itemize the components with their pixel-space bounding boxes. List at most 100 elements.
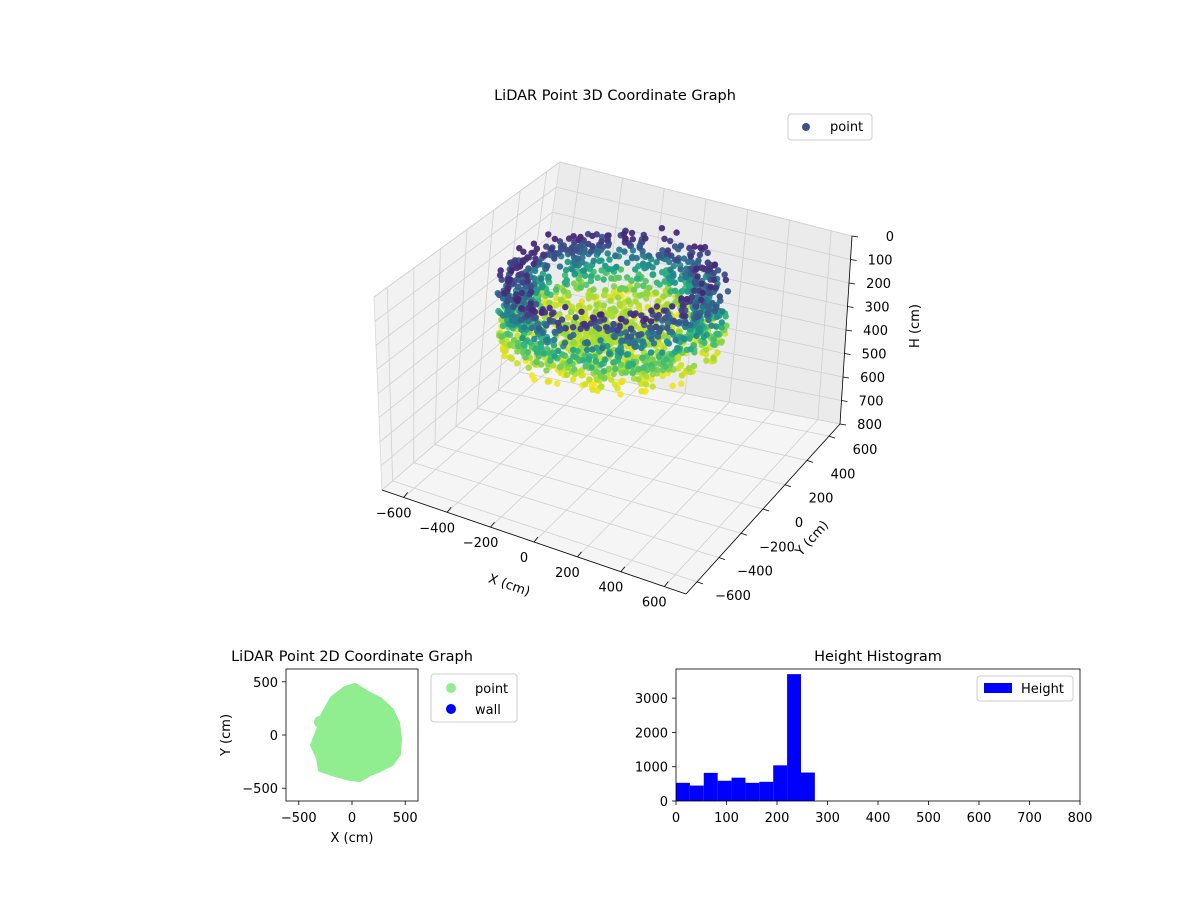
point-3d: [640, 364, 647, 371]
y-tick-label-2d: −500: [242, 782, 278, 797]
z-tick-3d: [842, 376, 850, 379]
point-3d: [691, 287, 698, 294]
chart-2d-title: LiDAR Point 2D Coordinate Graph: [231, 649, 473, 665]
point-3d: [714, 349, 721, 356]
point-3d: [648, 307, 655, 314]
point-3d: [664, 324, 671, 332]
point-3d: [582, 363, 589, 370]
chart-histogram: Height Histogram 0 100 200 300 400 500 600 700 8…: [635, 649, 1093, 826]
ticks-histogram: 0 100 200 300 400 500 600 700 800 0 1000 2000 3000: [635, 692, 1093, 826]
point-3d: [520, 341, 527, 348]
point-3d: [625, 362, 633, 369]
point-3d: [722, 313, 729, 320]
point-3d: [667, 288, 674, 295]
point-3d: [652, 289, 659, 296]
point-3d: [557, 363, 564, 370]
grid-line-y: [498, 389, 808, 461]
point-3d: [585, 356, 593, 363]
point-3d: [645, 262, 653, 269]
point-3d: [628, 277, 635, 284]
point-3d: [625, 297, 632, 305]
point-3d: [577, 325, 584, 332]
y-tick-label-2d: 0: [270, 729, 278, 744]
point-3d: [643, 373, 650, 380]
point-3d: [561, 272, 569, 279]
point-3d: [567, 308, 575, 316]
point-3d: [551, 353, 558, 360]
z-tick-label-3d: 100: [868, 254, 893, 269]
point-3d: [678, 307, 685, 314]
point-3d: [693, 332, 700, 340]
point-3d: [687, 346, 694, 353]
point-3d: [531, 376, 538, 383]
point-3d: [590, 293, 597, 301]
point-3d: [648, 335, 655, 343]
point-3d: [531, 335, 538, 343]
point-3d: [569, 346, 577, 354]
z-tick-3d: [845, 329, 853, 332]
point-3d: [575, 302, 583, 310]
point-3d: [555, 347, 562, 355]
point-3d: [615, 294, 622, 301]
y-tick-label-histogram: 1000: [635, 761, 668, 776]
point-3d: [697, 244, 704, 251]
point-3d: [624, 333, 631, 340]
x-tick-label-histogram: 300: [815, 811, 840, 826]
point-3d: [598, 238, 605, 245]
point-3d: [630, 311, 637, 319]
point-3d: [610, 283, 618, 290]
point-3d: [550, 342, 558, 349]
z-tick-label-3d: 700: [859, 395, 884, 410]
x-tick-label-2d: 500: [393, 811, 418, 826]
point-3d: [546, 299, 553, 306]
point-3d: [530, 260, 537, 268]
point-3d: [669, 382, 676, 389]
legend-histogram-swatch: [984, 683, 1012, 693]
point-3d: [562, 325, 569, 332]
z-tick-label-3d: 200: [866, 277, 891, 292]
z-tick-label-3d: 800: [857, 418, 882, 433]
point-3d: [524, 311, 531, 319]
y-axis-label-2d: Y (cm): [219, 714, 234, 757]
point-3d: [499, 322, 507, 330]
z-tick-3d: [841, 400, 848, 402]
x-tick-3d: [533, 536, 539, 543]
point-3d: [574, 255, 582, 262]
histogram-bar: [676, 782, 690, 801]
point-3d: [587, 277, 595, 285]
point-3d: [537, 344, 545, 351]
point-3d: [513, 360, 521, 367]
histogram-title: Height Histogram: [814, 649, 942, 665]
point-3d: [662, 363, 669, 370]
x-tick-3d: [577, 551, 582, 558]
point-3d: [683, 295, 691, 303]
point-3d: [671, 279, 679, 286]
point-3d: [575, 275, 582, 283]
point-3d: [539, 329, 546, 337]
y-tick-3d: [806, 460, 814, 463]
point-3d: [569, 249, 576, 256]
y-tick-label-3d: −600: [715, 589, 751, 604]
point-3d: [538, 275, 545, 282]
point-3d: [546, 304, 553, 312]
y-tick-label-3d: −200: [759, 540, 795, 555]
point-3d: [604, 242, 612, 249]
point-3d: [570, 233, 577, 240]
z-tick-3d: [844, 353, 851, 355]
point-3d: [674, 354, 682, 361]
y-tick-3d: [740, 532, 748, 536]
point-3d: [675, 365, 682, 372]
point-3d: [678, 295, 685, 302]
point-3d: [667, 237, 674, 245]
point-3d: [710, 336, 717, 343]
point-3d: [716, 293, 723, 300]
point-3d: [611, 333, 618, 341]
point-3d: [569, 266, 576, 273]
point-3d: [606, 350, 613, 357]
point-3d: [630, 286, 638, 293]
x-tick-label-histogram: 200: [765, 811, 790, 826]
histogram-bars: [676, 674, 815, 801]
chart-3d-title: LiDAR Point 3D Coordinate Graph: [494, 88, 736, 104]
point-3d: [579, 357, 587, 364]
z-tick-3d: [848, 282, 856, 285]
